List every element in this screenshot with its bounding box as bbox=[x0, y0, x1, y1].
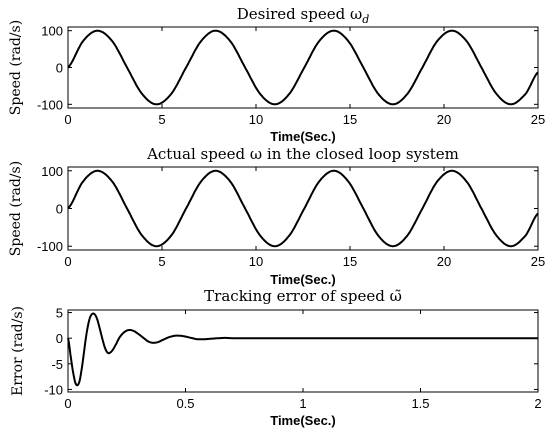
x-tick-label: 5 bbox=[158, 254, 165, 269]
chart-title-subscript: d bbox=[362, 13, 369, 26]
y-tick-label: -100 bbox=[37, 239, 63, 254]
y-tick-label: 0 bbox=[56, 202, 63, 217]
series-line bbox=[67, 169, 539, 248]
y-tick-label: -10 bbox=[44, 382, 63, 397]
x-tick-label: 15 bbox=[343, 112, 357, 127]
chart-title: Desired speed ωd bbox=[237, 5, 370, 26]
x-tick-label: 25 bbox=[531, 254, 545, 269]
y-axis-label: Error (rad/s) bbox=[10, 306, 26, 396]
y-tick-label: 0 bbox=[56, 331, 63, 346]
chart-title: Actual speed ω in the closed loop system bbox=[146, 145, 459, 163]
x-tick-label: 5 bbox=[158, 112, 165, 127]
x-tick-label: 2 bbox=[534, 396, 541, 411]
chart-title-main: Desired speed ω bbox=[237, 5, 362, 23]
y-tick-label: 0 bbox=[56, 61, 63, 76]
x-tick-label: 15 bbox=[343, 254, 357, 269]
chart-desired-speed: Desired speed ωd0 5 10 15 20 251000-100Time(S… bbox=[8, 5, 545, 144]
x-tick-label: 0.5 bbox=[176, 396, 194, 411]
y-tick-label: 100 bbox=[41, 164, 63, 179]
x-tick-label: 25 bbox=[531, 112, 545, 127]
plot-frame bbox=[67, 309, 539, 393]
chart-actual-speed: Actual speed ω in the closed loop system… bbox=[8, 145, 545, 287]
x-tick-label: 1.5 bbox=[411, 396, 429, 411]
x-tick-label: 10 bbox=[249, 112, 263, 127]
x-tick-label: 1 bbox=[299, 396, 306, 411]
x-axis-label: Time(Sec.) bbox=[270, 272, 336, 287]
y-tick-label: -100 bbox=[37, 97, 63, 112]
x-tick-label: 20 bbox=[437, 254, 451, 269]
y-axis-label: Speed (rad/s) bbox=[8, 20, 24, 115]
chart-tracking-error: Tracking error of speed ω̃ 0 0.5 1 1.5 2 5 0 -5 -… bbox=[10, 287, 542, 428]
series-line bbox=[67, 312, 539, 387]
x-axis-label: Time(Sec.) bbox=[270, 413, 336, 428]
y-tick-label: 5 bbox=[56, 306, 63, 321]
y-tick-label: -5 bbox=[51, 357, 63, 372]
x-axis-label: Time(Sec.) bbox=[270, 129, 336, 144]
x-tick-label: 10 bbox=[249, 254, 263, 269]
series-line bbox=[67, 29, 539, 106]
plot-frame bbox=[67, 166, 539, 251]
x-tick-label: 0 bbox=[64, 112, 71, 127]
x-tick-label: 20 bbox=[437, 112, 451, 127]
x-tick-label: 0 bbox=[64, 254, 71, 269]
y-tick-label: 100 bbox=[41, 24, 63, 39]
chart-title: Tracking error of speed ω̃ bbox=[204, 287, 402, 305]
y-axis-label: Speed (rad/s) bbox=[8, 161, 24, 256]
x-tick-label: 0 bbox=[64, 396, 71, 411]
plot-frame bbox=[67, 26, 539, 109]
